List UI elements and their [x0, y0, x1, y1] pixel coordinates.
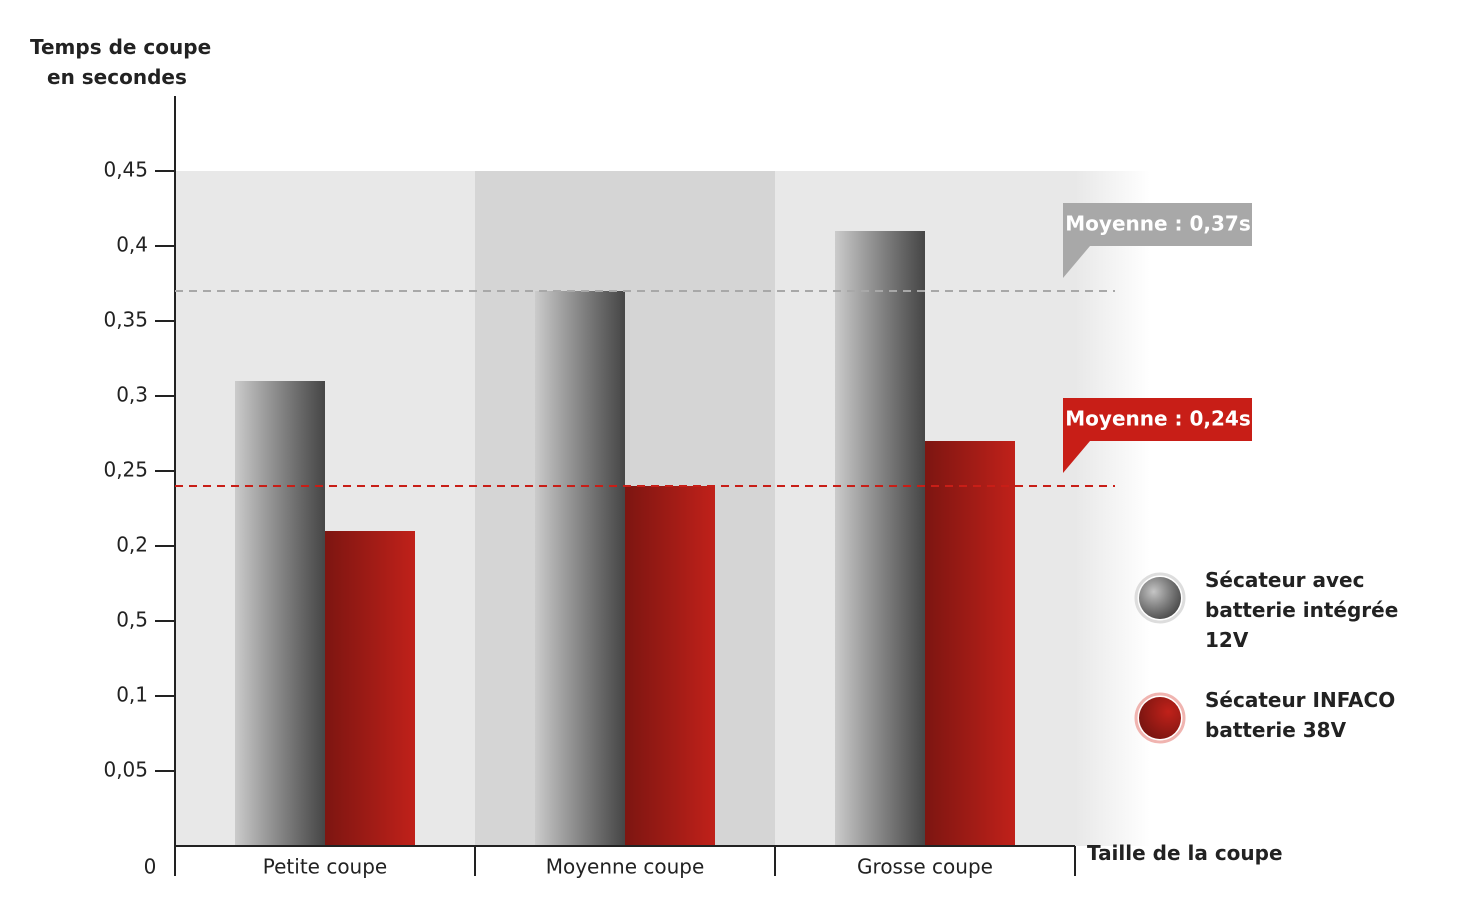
callout-box	[1063, 203, 1252, 278]
y-tick-label: 0,4	[116, 233, 148, 257]
legend-label: Sécateur INFACO batterie 38V	[1205, 688, 1396, 742]
y-axis-title-line: Temps de coupe	[30, 35, 212, 59]
callout-label: Moyenne : 0,37s	[1065, 212, 1250, 236]
bar-shade	[325, 531, 415, 846]
x-tick-label: Moyenne coupe	[546, 855, 705, 879]
legend-ring	[1134, 572, 1186, 624]
x-tick-label: Grosse coupe	[857, 855, 993, 879]
bar-shade	[835, 231, 925, 846]
bar-shade	[625, 486, 715, 846]
y-tick-label: 0,05	[103, 758, 148, 782]
y-tick-label: 0,2	[116, 533, 148, 557]
bar-shade	[925, 441, 1015, 846]
y-axis-title: Temps de coupe en secondes	[30, 32, 211, 92]
legend-shade	[1139, 577, 1181, 619]
y-tick-label: 0,45	[103, 158, 148, 182]
bar-shade	[235, 381, 325, 846]
bar-shade	[535, 291, 625, 846]
legend-label: Sécateur avec batterie intégrée 12V	[1205, 568, 1399, 652]
y-tick-label: 0,1	[116, 683, 148, 707]
y-tick-label: 0,25	[103, 458, 148, 482]
legend-ring	[1134, 692, 1186, 744]
x-tick-label: Petite coupe	[263, 855, 387, 879]
plot-fade	[1075, 171, 1150, 846]
y-tick-label: 0,3	[116, 383, 148, 407]
y-tick-label: 0	[144, 855, 157, 879]
y-tick-label: 0,5	[116, 608, 148, 632]
callout-box	[1063, 398, 1252, 473]
legend-shade	[1139, 697, 1181, 739]
y-axis-title-line: en secondes	[47, 65, 187, 89]
y-tick-label: 0,35	[103, 308, 148, 332]
callout-label: Moyenne : 0,24s	[1065, 407, 1250, 431]
x-axis-title: Taille de la coupe	[1087, 841, 1283, 865]
